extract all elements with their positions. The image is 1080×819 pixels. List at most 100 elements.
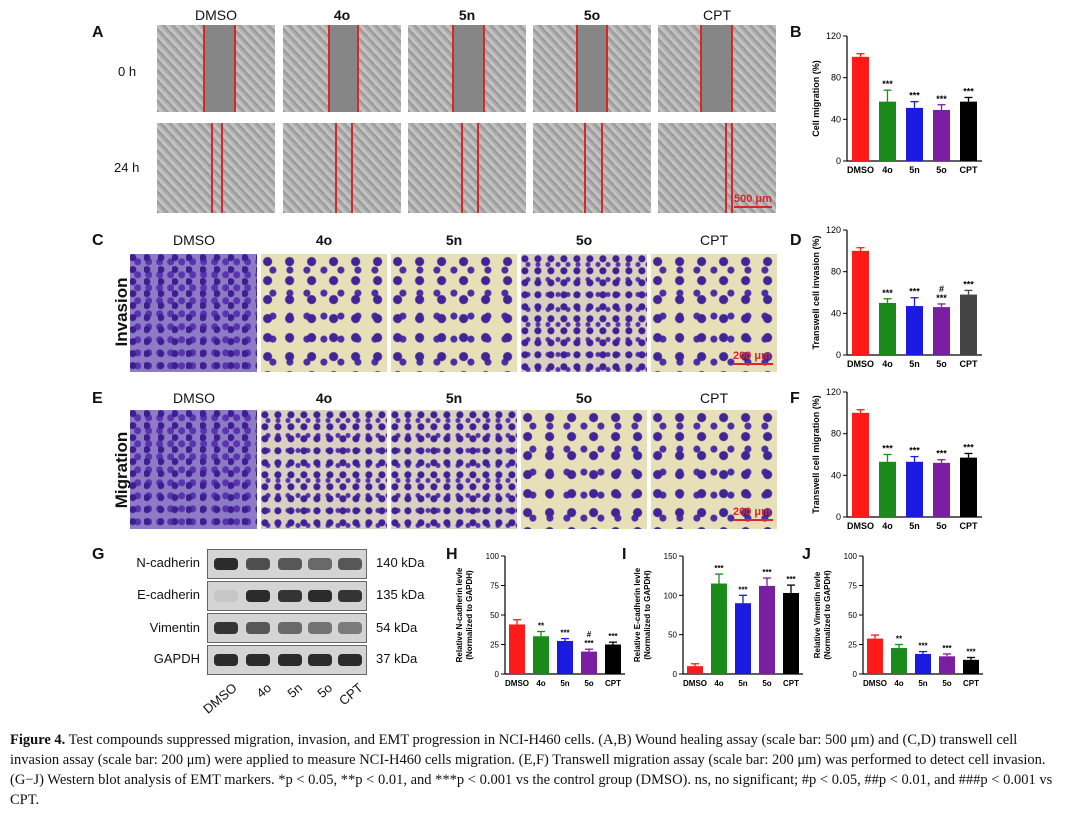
panel-label-h: H — [446, 546, 458, 563]
y-axis-label: Transwell cell migration (%) — [811, 395, 821, 514]
column-header-e-cpt: CPT — [700, 390, 728, 406]
x-tick-label: DMSO — [847, 165, 874, 175]
wound-image-24h-cpt: 500 μm — [658, 123, 776, 213]
blot-strip-n-cadherin — [207, 549, 367, 579]
significance-label: *** — [738, 585, 748, 594]
bar-cpt — [783, 592, 799, 674]
blot-label-vimentin: Vimentin — [149, 620, 200, 635]
scale-bar-e: 200 μm — [733, 506, 773, 521]
y-axis-label: Transwell cell invasion (%) — [811, 235, 821, 349]
significance-label: ** — [896, 635, 903, 644]
x-tick-label: 4o — [882, 359, 893, 369]
bar-5n — [735, 603, 751, 674]
y-tick-label: 75 — [490, 582, 499, 591]
column-header-c-5o: 5o — [575, 232, 593, 248]
y-tick-label: 40 — [831, 470, 841, 480]
x-tick-label: DMSO — [683, 679, 707, 688]
y-tick-label: 0 — [673, 670, 678, 679]
significance-label: *** — [963, 442, 974, 452]
significance-label: *** — [966, 647, 976, 656]
y-tick-label: 75 — [848, 582, 857, 591]
wound-image-0h-5o — [533, 25, 651, 112]
panel-label-d: D — [790, 232, 802, 249]
panel-label-f: F — [790, 390, 800, 407]
kda-vimentin: 54 kDa — [376, 620, 418, 635]
x-tick-label: 5o — [762, 679, 771, 688]
y-tick-label: 0 — [495, 670, 500, 679]
y-tick-label: 40 — [831, 308, 841, 318]
figure-caption: Figure 4. Test compounds suppressed migr… — [10, 730, 1070, 810]
column-header-4o: 4o — [333, 7, 351, 23]
significance-label: *** — [963, 86, 974, 96]
x-tick-label: 5n — [909, 359, 920, 369]
invasion-image-cpt: 200 μm — [651, 254, 777, 372]
significance-label: *** — [882, 444, 893, 454]
x-tick-label: 5n — [909, 165, 920, 175]
x-tick-label: DMSO — [847, 521, 874, 531]
bar-5o — [933, 109, 950, 161]
significance-label: # — [587, 630, 592, 639]
x-tick-label: DMSO — [847, 359, 874, 369]
x-tick-label: CPT — [960, 165, 979, 175]
bar-cpt — [960, 294, 977, 355]
column-header-dmso: DMSO — [195, 7, 237, 23]
kda-n-cadherin: 140 kDa — [376, 555, 425, 570]
y-tick-label: 0 — [836, 350, 841, 360]
significance-label: *** — [936, 94, 947, 104]
significance-label: *** — [560, 629, 570, 638]
chart-d-transwell-invasion: 0 40 80 120 Transwell cell invasion (%) DMSO 4… — [811, 225, 982, 369]
significance-label: *** — [918, 642, 928, 651]
migration-image-5o — [521, 410, 647, 529]
x-tick-label: 5o — [936, 521, 947, 531]
x-tick-label: 5n — [738, 679, 747, 688]
wound-image-0h-4o — [283, 25, 401, 112]
significance-label: ** — [538, 622, 545, 631]
y-tick-label: 100 — [664, 591, 678, 600]
significance-label: *** — [909, 287, 920, 297]
y-axis-label: (Normalized to GAPDH) — [823, 570, 832, 660]
bar-4o — [879, 302, 896, 355]
caption-lead: Figure 4. — [10, 732, 66, 748]
significance-label: *** — [714, 564, 724, 573]
migration-image-4o — [261, 410, 387, 529]
invasion-image-5n — [391, 254, 517, 372]
bar-dmso — [852, 250, 869, 355]
y-axis-label: (Normalized to GAPDH) — [643, 570, 652, 660]
bar-dmso — [509, 624, 525, 674]
migration-image-cpt: 200 μm — [651, 410, 777, 529]
x-tick-label: DMSO — [863, 679, 887, 688]
panel-label-i: I — [622, 546, 627, 563]
invasion-image-dmso — [130, 254, 257, 372]
kda-e-cadherin: 135 kDa — [376, 587, 425, 602]
chart-f-transwell-migration: 0 40 80 120 Transwell cell migration (%) DMSO… — [811, 387, 982, 531]
significance-label: *** — [909, 446, 920, 456]
bar-5o — [939, 656, 955, 674]
x-tick-label: CPT — [960, 521, 979, 531]
chart-b-cell-migration: 0 40 80 120 Cell migration (%) DMSO 4o *** 5n ***… — [811, 31, 982, 175]
lane-label-5o: 5o — [313, 680, 335, 701]
y-tick-label: 120 — [826, 387, 841, 397]
caption-text: Test compounds suppressed migration, inv… — [10, 732, 1053, 808]
bar-5o — [581, 651, 597, 674]
y-axis-label: Relative E-cadherin levle — [633, 567, 642, 662]
bar-dmso — [867, 638, 883, 674]
column-header-c-dmso: DMSO — [173, 232, 215, 248]
significance-label: *** — [942, 644, 952, 653]
lane-label-cpt: CPT — [336, 680, 366, 709]
bar-cpt — [960, 101, 977, 161]
bar-5o — [759, 585, 775, 674]
bar-cpt — [960, 457, 977, 517]
row-label-0h: 0 h — [118, 64, 137, 79]
column-header-cpt: CPT — [703, 7, 731, 23]
bar-cpt — [963, 659, 979, 674]
wound-image-0h-5n — [408, 25, 526, 112]
blot-strip-gapdh — [207, 645, 367, 675]
x-tick-label: 4o — [882, 165, 893, 175]
significance-label: *** — [584, 639, 594, 648]
invasion-image-4o — [261, 254, 387, 372]
bar-dmso — [852, 412, 869, 517]
blot-label-gapdh: GAPDH — [153, 651, 200, 666]
y-axis-label: Relative Vimentin levle — [813, 571, 822, 658]
row-label-invasion: Invasion — [112, 277, 131, 347]
bar-4o — [533, 636, 549, 674]
